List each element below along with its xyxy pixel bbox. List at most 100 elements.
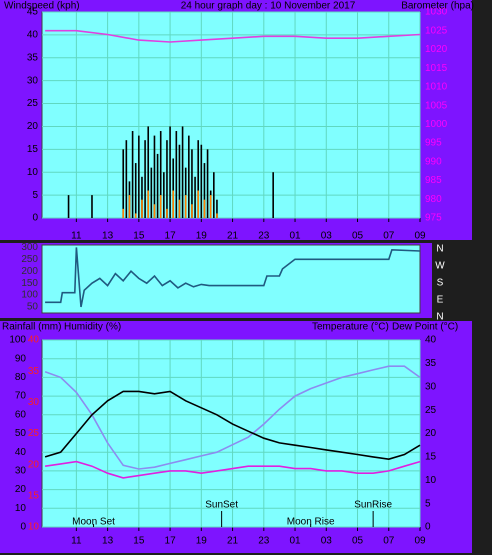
bar [138,135,140,218]
y2-tick-label: 980 [425,194,442,205]
y-tick-label: 60 [15,409,27,420]
y2-tick-label: 1030 [425,7,448,18]
bar [188,135,190,218]
bar [141,176,143,218]
bar [197,140,199,218]
bar [91,195,93,218]
y-tick-label: 45 [27,7,39,18]
y3-tick-label: 15 [28,490,40,501]
x-tick-label: 21 [227,536,239,547]
bar [216,213,218,218]
y2-tick-label: 985 [425,175,442,186]
bar [172,158,175,218]
bar [209,195,212,218]
bar [178,144,181,218]
x-tick-label: 11 [71,231,82,242]
x-tick-label: 05 [352,536,364,547]
y2-tick-label: 5 [425,498,431,509]
y2-axis-label: Dew Point (°C) [392,322,458,333]
plot-area [41,11,421,219]
y2-tick-label: 990 [425,156,442,167]
y-axis-label: Humidity (%) [64,322,121,333]
header-title: 24 hour graph day : 10 November 2017 [181,1,356,12]
compass-label: S [437,278,444,289]
bar [172,190,175,218]
bar [206,149,209,218]
bar [197,190,199,218]
bar [166,140,168,218]
compass-label: N [436,312,443,323]
bar [122,149,125,218]
y-tick-label: 25 [27,98,39,109]
line [44,460,421,479]
y2-tick-label: 995 [425,138,442,149]
bar [203,199,206,218]
annotation-label: Moon Set [72,517,115,528]
bar [128,195,131,218]
y-tick-label: 15 [27,144,39,155]
bar [156,153,159,218]
x-tick-label: 15 [133,536,145,547]
y3-tick-label: 30 [28,397,40,408]
y-tick-label: 90 [15,353,27,364]
bar [159,195,162,218]
annotation-label: Moon Rise [287,517,335,528]
bar [159,131,162,218]
bar [203,163,206,218]
x-tick-label: 07 [383,536,395,547]
y-tick-label: 300 [21,242,38,253]
x-tick-label: 09 [414,536,426,547]
bar [144,140,146,218]
x-tick-label: 03 [321,231,333,242]
bar [150,167,153,218]
bar [272,172,274,218]
y2-tick-label: 1010 [425,82,448,93]
y-tick-label: 100 [9,335,26,346]
bar [213,172,215,218]
y2-tick-label: 1015 [425,63,448,74]
y-tick-label: 150 [21,278,38,289]
x-tick-label: 19 [196,536,208,547]
y-tick-label: 80 [15,372,27,383]
y-tick-label: 30 [15,466,27,477]
bar [200,144,203,218]
y-tick-label: 10 [15,503,27,514]
line [45,247,421,308]
x-tick-label: 13 [102,536,114,547]
x-tick-label: 01 [289,536,301,547]
bar [163,172,165,218]
x-tick-label: 07 [383,231,395,242]
y-tick-label: 40 [27,30,39,41]
y-tick-label: 250 [21,254,38,265]
y2-axis-label: Barometer (hpa) [401,1,474,12]
x-tick-label: 11 [71,536,82,547]
bar [166,208,168,218]
y-tick-label: 200 [21,266,38,277]
bar [169,126,171,218]
bar [122,208,125,218]
y2-tick-label: 10 [425,475,437,486]
x-tick-label: 17 [165,536,177,547]
bar [134,213,137,218]
y3-tick-label: 20 [28,459,40,470]
y-tick-label: 70 [15,391,27,402]
x-tick-label: 19 [196,231,208,242]
compass-label: W [435,261,445,272]
y2-tick-label: 1025 [425,25,448,36]
bar [147,190,150,218]
y2-tick-label: 30 [425,381,437,392]
bar [147,126,150,218]
bar [125,140,128,218]
x-tick-label: 01 [289,231,301,242]
bar [194,176,196,218]
y-tick-label: 0 [20,522,26,533]
y-tick-label: 100 [21,290,38,301]
y-axis-label: Windspeed (kph) [4,1,80,12]
bar [184,195,187,218]
line [44,390,421,461]
annotation-label: SunRise [354,500,392,511]
line [44,365,421,470]
y2-axis-label: Temperature (°C) [312,322,389,333]
compass-label: E [437,295,444,306]
